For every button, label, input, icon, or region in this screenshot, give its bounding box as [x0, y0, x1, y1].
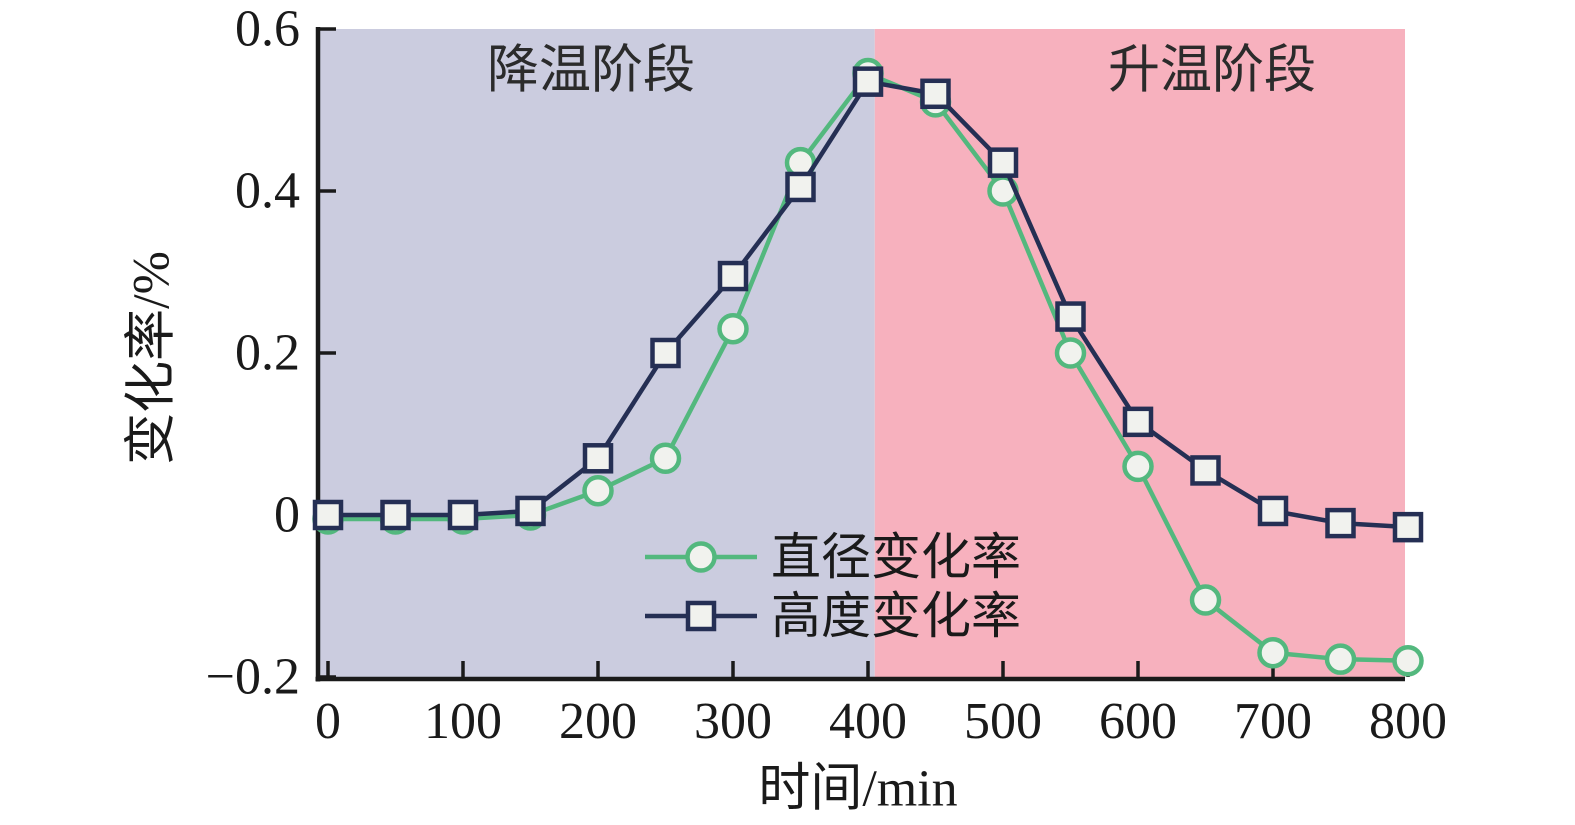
circle-marker-diameter	[649, 442, 682, 475]
region-label-heating: 升温阶段	[1108, 43, 1316, 100]
square-marker-height	[515, 495, 546, 527]
square-marker-height	[987, 147, 1019, 178]
legend-square-marker-icon	[685, 600, 717, 632]
series-layer	[312, 57, 1424, 677]
x-tick-label: 300	[694, 693, 772, 750]
x-tick-label: 600	[1099, 693, 1177, 750]
square-marker-height	[852, 66, 884, 97]
x-tick-label: 0	[315, 693, 341, 750]
circle-marker-diameter	[1392, 645, 1424, 677]
y-axis-title: 变化率/%	[124, 251, 181, 465]
y-tick-label: 0	[274, 487, 300, 544]
square-marker-height	[717, 260, 749, 292]
square-marker-height	[1325, 507, 1356, 539]
square-marker-height	[1257, 495, 1289, 527]
square-marker-height	[785, 171, 816, 203]
x-tick-label: 500	[964, 693, 1042, 750]
region-label-cooling: 降温阶段	[487, 43, 695, 100]
circle-marker-diameter	[1054, 337, 1087, 369]
circle-marker-diameter	[717, 312, 749, 345]
y-tick-label: −0.2	[206, 649, 300, 706]
legend-label-height: 高度变化率	[771, 588, 1021, 644]
square-marker-height	[582, 443, 614, 474]
square-marker-height	[1392, 511, 1424, 543]
circle-marker-diameter	[1324, 643, 1357, 675]
region-cooling	[318, 29, 875, 679]
x-tick-label: 400	[829, 693, 907, 750]
circle-marker-diameter	[1189, 584, 1222, 616]
x-tick-label: 200	[559, 693, 637, 750]
x-tick-label: 800	[1369, 693, 1447, 750]
legend: 直径变化率 高度变化率	[645, 529, 1021, 644]
square-marker-height	[380, 499, 411, 531]
legend-circle-marker-icon	[685, 541, 717, 573]
square-marker-height	[312, 499, 344, 531]
axes: 0 100 200 300 400 500 600 700 800 −0.2 0 0.2 0.4 0.6	[206, 1, 1447, 751]
y-tick-label: 0.4	[235, 163, 300, 220]
x-tick-label: 100	[424, 693, 502, 750]
square-marker-height	[1190, 455, 1221, 486]
square-marker-height	[1122, 406, 1154, 438]
x-axis-title: 时间/min	[758, 761, 957, 818]
square-marker-height	[920, 78, 951, 110]
y-tick-label: 0.6	[235, 1, 300, 58]
y-tick-label: 0.2	[235, 325, 300, 382]
square-marker-height	[447, 499, 479, 531]
circle-marker-diameter	[582, 474, 614, 507]
square-marker-height	[1055, 301, 1086, 332]
x-tick-label: 700	[1234, 693, 1312, 750]
square-marker-height	[650, 337, 681, 369]
circle-marker-diameter	[1257, 636, 1289, 669]
circle-marker-diameter	[1122, 450, 1154, 483]
legend-label-diameter: 直径变化率	[771, 529, 1021, 585]
